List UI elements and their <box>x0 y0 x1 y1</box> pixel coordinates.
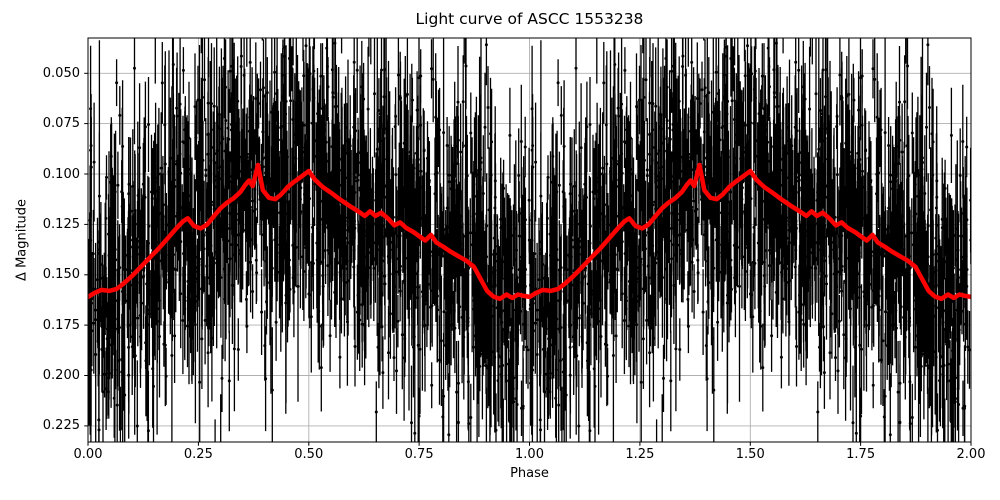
y-tick-label: 0.100 <box>42 166 80 182</box>
axis-ticks <box>84 72 972 446</box>
y-tick-label: 0.125 <box>42 216 80 232</box>
data-layer <box>88 38 971 442</box>
x-tick-label: 0.50 <box>294 447 324 462</box>
x-tick-label: 2.00 <box>956 447 986 462</box>
plot-frame <box>87 37 972 443</box>
chart-title: Light curve of ASCC 1553238 <box>415 10 644 28</box>
y-tick-label: 0.150 <box>42 267 80 283</box>
x-tick-label: 0.75 <box>404 447 434 462</box>
y-tick-label: 0.175 <box>42 317 80 333</box>
y-tick-label: 0.075 <box>42 116 80 132</box>
y-tick-label: 0.050 <box>42 65 80 81</box>
x-axis-label: Phase <box>510 466 549 481</box>
x-tick-label: 1.00 <box>515 447 544 462</box>
x-tick-label: 1.75 <box>846 447 876 462</box>
x-tick-label: 0.25 <box>183 447 213 462</box>
x-tick-label: 0.00 <box>73 447 103 462</box>
y-tick-label: 0.200 <box>42 368 80 383</box>
x-tick-label: 1.25 <box>625 447 655 462</box>
x-tick-label: 1.50 <box>735 447 765 462</box>
smoothed-curve <box>88 162 971 302</box>
y-tick-label: 0.225 <box>42 418 80 434</box>
